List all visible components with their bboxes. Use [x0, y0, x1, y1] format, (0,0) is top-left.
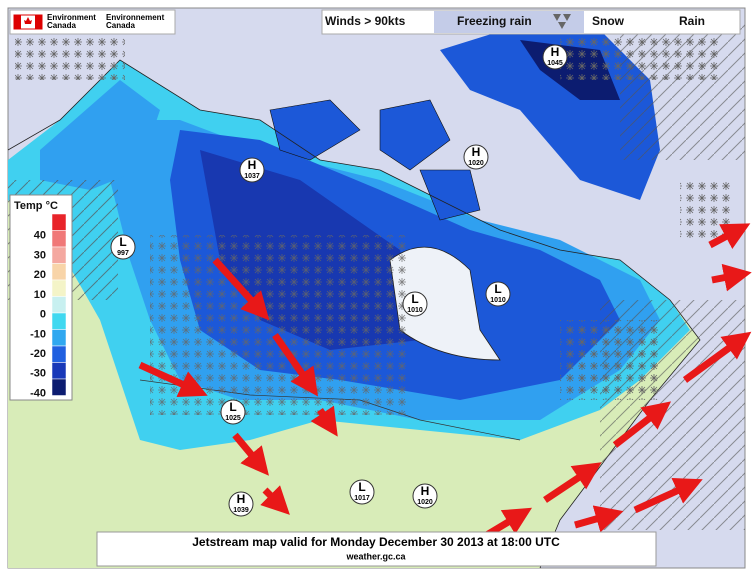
pressure-center-letter: H — [551, 45, 560, 59]
temp-swatch — [51, 345, 67, 363]
temp-swatch — [51, 230, 67, 248]
pressure-center-letter: L — [229, 400, 236, 414]
pressure-center-value: 1010 — [407, 307, 423, 314]
pressure-center-letter: L — [119, 235, 126, 249]
pressure-center-circle — [228, 491, 254, 517]
pressure-center-value: 1039 — [233, 507, 249, 514]
temp-label: 10 — [34, 289, 46, 301]
pressure-center-letter: L — [494, 282, 501, 296]
pressure-center-value: 1010 — [490, 297, 506, 304]
pressure-center-value: 1045 — [547, 60, 563, 67]
agency-fr-line2: Canada — [106, 21, 135, 30]
pressure-center-letter: H — [248, 158, 257, 172]
pressure-center-circle — [485, 281, 511, 307]
pressure-center-circle — [402, 291, 428, 317]
pressure-center-letter: L — [358, 480, 365, 494]
pressure-centers: H1045H1037H1020L997L1010L1010L1025L1017H… — [110, 44, 568, 517]
agency-en-line1: Environment — [47, 13, 96, 22]
pressure-center-circle — [349, 479, 375, 505]
legend-item: Winds > 90kts — [325, 14, 406, 28]
pressure-center-circle — [463, 144, 489, 170]
pressure-center-value: 1020 — [468, 160, 484, 167]
temp-label: -10 — [30, 328, 46, 340]
temp-swatch — [51, 296, 67, 314]
temp-swatch — [51, 263, 67, 281]
caption: Jetstream map valid for Monday December … — [96, 531, 657, 567]
legend-item: Snow — [592, 14, 625, 28]
pressure-center-value: 1025 — [225, 415, 241, 422]
pressure-center-value: 1037 — [244, 173, 260, 180]
temp-swatch — [51, 312, 67, 330]
pressure-center-circle — [542, 44, 568, 70]
logo: Environment Canada Environnement Canada — [9, 9, 176, 35]
agency-en-line2: Canada — [47, 21, 76, 30]
temp-title: Temp °C — [14, 200, 58, 212]
pressure-center-letter: L — [411, 292, 418, 306]
pressure-center-circle — [412, 483, 438, 509]
caption-source: weather.gc.ca — [345, 551, 406, 561]
temp-label: -20 — [30, 348, 46, 360]
pressure-center-letter: H — [421, 484, 430, 498]
temp-swatch — [51, 362, 67, 380]
temp-label: 30 — [34, 249, 46, 261]
temp-label: 40 — [34, 230, 46, 242]
pressure-center-circle — [239, 157, 265, 183]
temp-swatch — [51, 279, 67, 297]
temp-swatch — [51, 378, 67, 396]
pressure-center-letter: H — [472, 145, 481, 159]
weather-legend: Winds > 90kts Freezing rain Snow Rain — [321, 9, 741, 35]
temp-label: 0 — [40, 309, 46, 321]
pressure-center-circle — [220, 399, 246, 425]
pressure-center-value: 997 — [117, 250, 129, 257]
pressure-center-value: 1020 — [417, 499, 433, 506]
temp-swatch — [51, 213, 67, 231]
temp-label: -30 — [30, 368, 46, 380]
legend-item: Freezing rain — [457, 14, 532, 28]
temp-swatch — [51, 329, 67, 347]
temp-label: 20 — [34, 269, 46, 281]
pressure-center-value: 1017 — [354, 495, 370, 502]
temp-swatch — [51, 246, 67, 264]
temperature-legend: Temp °C 40 30 20 10 0 -10 -20 -30 -40 — [9, 194, 73, 401]
caption-title: Jetstream map valid for Monday December … — [192, 535, 560, 549]
pressure-center-letter: H — [237, 492, 246, 506]
legend-item: Rain — [679, 14, 705, 28]
pressure-center-circle — [110, 234, 136, 260]
temp-label: -40 — [30, 387, 46, 399]
agency-fr-line1: Environnement — [106, 13, 165, 22]
